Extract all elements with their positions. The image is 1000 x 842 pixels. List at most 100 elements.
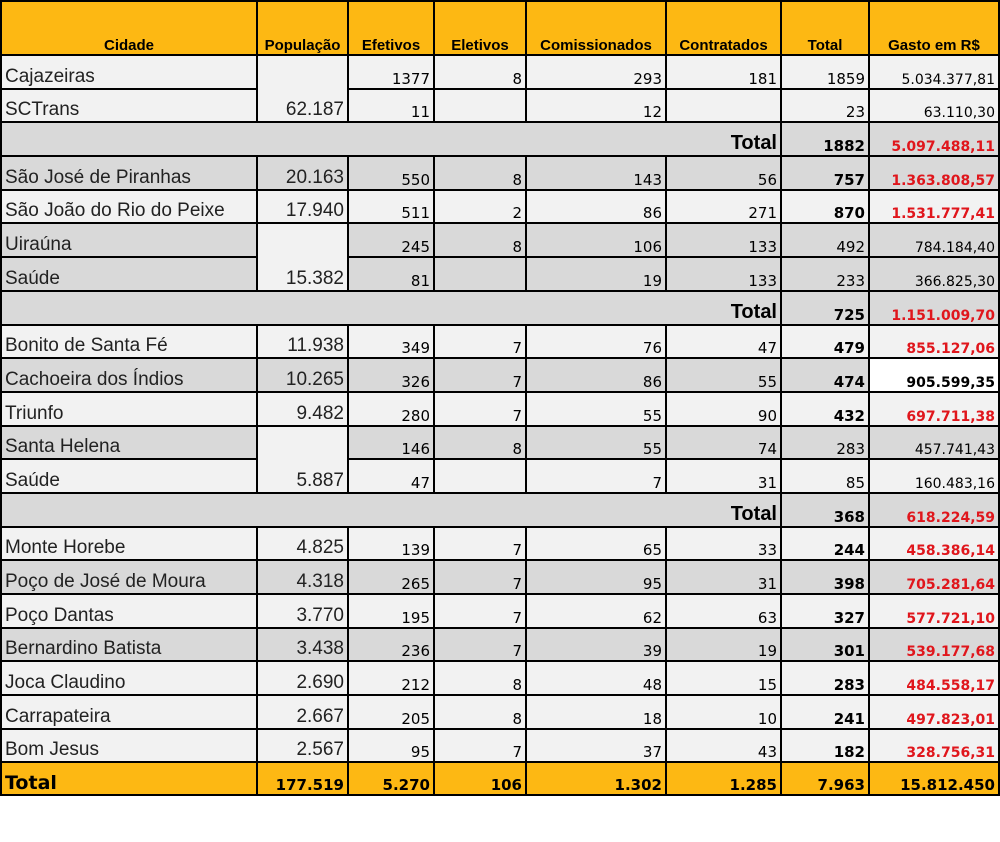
contratados-cell	[665, 87, 782, 124]
total-cell: 479	[780, 323, 870, 360]
population-cell: 5.887	[256, 424, 349, 494]
comissionados-cell: 86	[525, 357, 667, 393]
comissionados-cell: 76	[525, 323, 667, 360]
city-cell: Cajazeiras	[0, 54, 258, 90]
table-row: Saúde 47 7 31 85 160.483,16	[0, 458, 1000, 494]
city-cell: Poço Dantas	[0, 593, 258, 629]
efetivos-cell: 1377	[347, 54, 435, 90]
gasto-cell: 328.756,31	[868, 727, 1000, 764]
footer-cell: 1.285	[665, 761, 782, 797]
efetivos-cell: 326	[347, 357, 435, 393]
city-cell: Uiraúna	[0, 222, 258, 259]
efetivos-cell: 280	[347, 390, 435, 427]
total-cell: 492	[780, 222, 870, 259]
total-cell: 182	[780, 727, 870, 764]
eletivos-cell: 7	[433, 727, 527, 764]
table-row: Bernardino Batista 3.438 236 7 39 19 301 539.17…	[0, 626, 1000, 663]
efetivos-cell: 349	[347, 323, 435, 360]
column-header: Cidade	[0, 0, 258, 56]
table-row: São João do Rio do Peixe 17.940 511 2 86 271 8…	[0, 188, 1000, 225]
gasto-cell: 1.363.808,57	[868, 155, 1000, 191]
gasto-cell: 1.531.777,41	[868, 188, 1000, 225]
contratados-cell: 181	[665, 54, 782, 90]
table-row: Total 725 1.151.009,70	[0, 289, 1000, 326]
city-cell: Joca Claudino	[0, 660, 258, 697]
efetivos-cell: 81	[347, 256, 435, 292]
city-cell: Carrapateira	[0, 694, 258, 730]
column-header: Eletivos	[433, 0, 527, 56]
column-header: Contratados	[665, 0, 782, 56]
table-row: São José de Piranhas 20.163 550 8 143 56 757 1.…	[0, 155, 1000, 191]
efetivos-cell: 95	[347, 727, 435, 764]
city-cell: São José de Piranhas	[0, 155, 258, 191]
population-cell: 62.187	[256, 53, 349, 124]
subtotal-total: 1882	[780, 121, 870, 158]
total-cell: 241	[780, 694, 870, 730]
contratados-cell: 31	[665, 559, 782, 595]
efetivos-cell: 11	[347, 87, 435, 124]
table-row: Bonito de Santa Fé 11.938 349 7 76 47 479 855.1…	[0, 323, 1000, 360]
eletivos-cell: 7	[433, 357, 527, 393]
eletivos-cell: 7	[433, 593, 527, 629]
efetivos-cell: 205	[347, 694, 435, 730]
eletivos-cell: 2	[433, 188, 527, 225]
footer-cell: Total	[0, 761, 258, 797]
efetivos-cell: 511	[347, 188, 435, 225]
subtotal-gasto: 618.224,59	[868, 491, 1000, 528]
total-cell: 757	[780, 155, 870, 191]
total-cell: 398	[780, 559, 870, 595]
contratados-cell: 19	[665, 626, 782, 663]
contratados-cell: 15	[665, 660, 782, 697]
efetivos-cell: 212	[347, 660, 435, 697]
comissionados-cell: 95	[525, 559, 667, 595]
contratados-cell: 31	[665, 458, 782, 494]
city-cell: Bernardino Batista	[0, 626, 258, 663]
eletivos-cell	[433, 87, 527, 124]
table-row: Poço de José de Moura 4.318 265 7 95 31 398 705…	[0, 559, 1000, 595]
population-cell: 10.265	[256, 357, 349, 393]
total-cell: 23	[780, 87, 870, 124]
total-cell: 244	[780, 525, 870, 562]
efetivos-cell: 265	[347, 559, 435, 595]
footer-cell: 106	[433, 761, 527, 797]
gasto-cell: 366.825,30	[868, 256, 1000, 292]
gasto-cell: 484.558,17	[868, 660, 1000, 697]
comissionados-cell: 55	[525, 390, 667, 427]
gasto-cell: 577.721,10	[868, 593, 1000, 629]
gasto-cell: 497.823,01	[868, 694, 1000, 730]
total-cell: 301	[780, 626, 870, 663]
table-row: Triunfo 9.482 280 7 55 90 432 697.711,38	[0, 390, 1000, 427]
comissionados-cell: 62	[525, 593, 667, 629]
comissionados-cell: 55	[525, 424, 667, 461]
comissionados-cell: 65	[525, 525, 667, 562]
efetivos-cell: 236	[347, 626, 435, 663]
column-header: População	[256, 0, 349, 56]
population-cell: 3.770	[256, 593, 349, 629]
subtotal-label: Total	[0, 289, 782, 326]
city-cell: Triunfo	[0, 390, 258, 427]
total-cell: 432	[780, 390, 870, 427]
eletivos-cell: 8	[433, 424, 527, 461]
table-row: Total 368 618.224,59	[0, 491, 1000, 528]
subtotal-label: Total	[0, 491, 782, 528]
gasto-cell: 160.483,16	[868, 458, 1000, 494]
population-cell: 11.938	[256, 323, 349, 360]
comissionados-cell: 143	[525, 155, 667, 191]
city-cell: Saúde	[0, 458, 258, 494]
population-cell: 4.825	[256, 525, 349, 562]
gasto-cell: 855.127,06	[868, 323, 1000, 360]
eletivos-cell	[433, 256, 527, 292]
total-cell: 85	[780, 458, 870, 494]
subtotal-gasto: 5.097.488,11	[868, 121, 1000, 158]
gasto-cell: 458.386,14	[868, 525, 1000, 562]
eletivos-cell: 7	[433, 626, 527, 663]
comissionados-cell: 18	[525, 694, 667, 730]
eletivos-cell: 8	[433, 155, 527, 191]
eletivos-cell: 7	[433, 525, 527, 562]
footer-cell: 5.270	[347, 761, 435, 797]
footer-cell: 177.519	[256, 761, 349, 797]
column-header: Total	[780, 0, 870, 56]
contratados-cell: 63	[665, 593, 782, 629]
table-row: Uiraúna 15.382 245 8 106 133 492 784.184,40	[0, 222, 1000, 292]
comissionados-cell: 293	[525, 54, 667, 90]
